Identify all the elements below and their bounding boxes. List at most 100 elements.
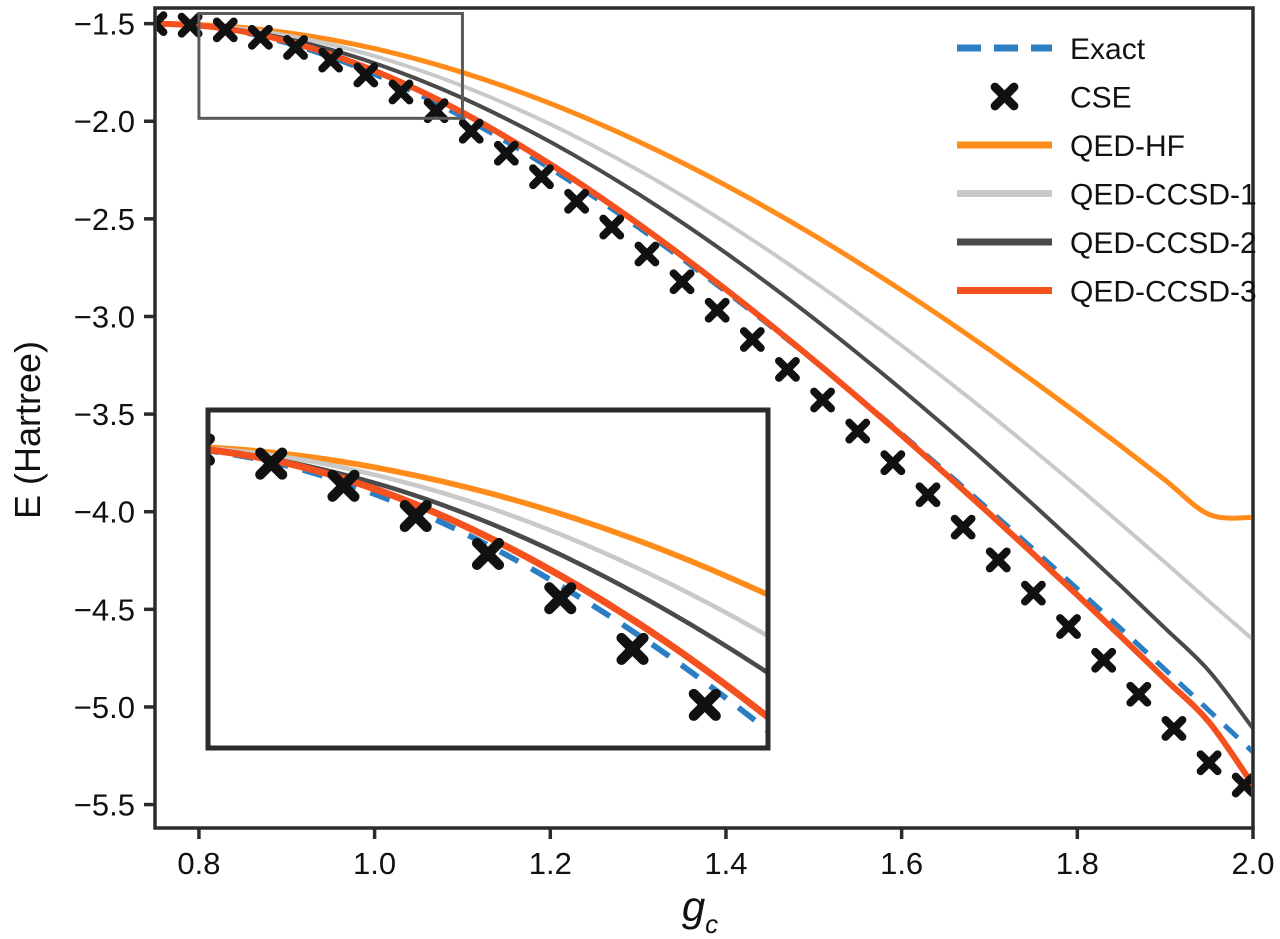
x-tick-label: 1.0 (353, 846, 396, 881)
x-axis-title: gc (682, 883, 718, 939)
inset-series-qed-ccsd-3 (210, 446, 766, 720)
inset-series-qed-ccsd-1 (210, 446, 766, 638)
y-tick-label: −1.5 (74, 7, 135, 42)
x-tick-label: 2.0 (1231, 846, 1274, 881)
cse-data-point (704, 297, 730, 323)
x-tick-label: 1.6 (880, 846, 923, 881)
cse-data-point (327, 469, 360, 502)
y-tick-label: −4.5 (74, 592, 135, 627)
series-line-qed-ccsd-1 (210, 446, 766, 638)
inset-axes (205, 407, 771, 751)
cse-data-point (688, 688, 721, 721)
zoom-indicator-rect (197, 11, 464, 120)
y-tick-label: −3.0 (74, 299, 135, 334)
chart-legend[interactable]: Exact CSE QED-HF QED-CCSD-1 QED-CCSD-2 QED-CC… (957, 33, 1257, 309)
cse-data-point (1196, 750, 1222, 776)
cse-marker-group (156, 11, 1252, 798)
cse-data-point (775, 356, 800, 382)
y-tick-label: −2.0 (74, 104, 135, 139)
cse-data-point (255, 447, 288, 480)
inset-series-qed-ccsd-2 (210, 447, 766, 675)
svg-text:gc: gc (682, 883, 718, 939)
series-cse (156, 11, 1252, 798)
series-line-qed-ccsd-3 (210, 446, 766, 720)
x-tick-label: 0.8 (177, 846, 220, 881)
inset-indicator-rect (197, 11, 464, 120)
legend-label: QED-CCSD-1 (1070, 179, 1257, 212)
x-axis-title-subscript: c (705, 909, 718, 939)
cse-data-point (1020, 580, 1046, 606)
inset-series-cse (210, 433, 721, 721)
x-tick-label: 1.4 (704, 846, 747, 881)
cse-data-point (471, 537, 505, 571)
cse-data-point (1161, 716, 1187, 741)
cse-data-point (564, 188, 590, 214)
series-line-qed-hf (156, 21, 1252, 521)
y-tick-label: −2.5 (74, 202, 135, 237)
cse-data-point (669, 269, 695, 295)
series-qed-hf (156, 21, 1252, 521)
cse-data-point (156, 11, 168, 28)
series-line-qed-ccsd-1 (156, 21, 1252, 641)
cse-data-point (1231, 772, 1252, 798)
cse-data-point (177, 12, 203, 38)
legend-label: Exact (1070, 33, 1146, 66)
cse-data-point (880, 450, 906, 476)
legend-label: QED-CCSD-2 (1070, 227, 1257, 260)
series-line-exact (156, 21, 1252, 754)
cse-data-point (388, 79, 414, 105)
cse-data-point (423, 98, 449, 124)
cse-data-point (283, 35, 308, 60)
cse-data-point (212, 17, 238, 43)
cse-data-point (634, 241, 660, 267)
x-axis-title-base: g (682, 883, 705, 930)
cse-data-point (1056, 614, 1081, 639)
legend-label: CSE (1070, 82, 1132, 115)
cse-data-point (529, 164, 554, 190)
cse-data-point (950, 514, 976, 540)
cse-data-point (318, 47, 344, 73)
cse-data-point (544, 582, 577, 615)
cse-data-point (985, 547, 1011, 573)
cse-data-point (458, 118, 484, 144)
legend-label: QED-CCSD-3 (1070, 276, 1257, 309)
cse-data-point (399, 500, 432, 533)
series-line-qed-hf (210, 444, 766, 597)
series-line-qed-ccsd-2 (210, 447, 766, 675)
cse-data-point (353, 62, 379, 88)
cse-data-point (1126, 681, 1152, 707)
cse-data-point (493, 140, 519, 166)
legend-item-qed-ccsd-1[interactable]: QED-CCSD-1 (957, 179, 1257, 212)
cse-data-point (810, 387, 835, 413)
cse-data-point (739, 327, 765, 352)
x-axis-ticks: 0.8 1.0 1.2 1.4 1.6 1.8 2.0 (177, 828, 1275, 881)
legend-item-qed-hf[interactable]: QED-HF (957, 130, 1185, 163)
y-tick-label: −5.5 (74, 788, 135, 823)
legend-marker-cse (990, 82, 1019, 111)
legend-item-qed-ccsd-2[interactable]: QED-CCSD-2 (957, 227, 1257, 260)
y-tick-label: −3.5 (74, 397, 135, 432)
cse-data-point (1091, 647, 1117, 673)
x-tick-label: 1.8 (1056, 846, 1099, 881)
series-exact (156, 21, 1252, 754)
cse-marker-group (210, 433, 721, 721)
legend-item-qed-ccsd-3[interactable]: QED-CCSD-3 (957, 276, 1257, 309)
cse-data-point (599, 214, 625, 240)
y-tick-label: −5.0 (74, 690, 135, 725)
inset-series-qed-hf (210, 444, 766, 597)
cse-data-point (156, 19, 168, 37)
cse-data-point (915, 482, 941, 508)
y-tick-label: −4.0 (74, 495, 135, 530)
cse-data-point (247, 24, 273, 50)
y-axis-ticks: −1.5 −2.0 −2.5 −3.0 −3.5 −4.0 −4.5 −5.0 −5.5 (74, 7, 155, 823)
legend-item-cse[interactable]: CSE (990, 82, 1132, 115)
series-layer (156, 11, 1252, 798)
y-axis-title: E (Hartree) (7, 341, 48, 519)
x-tick-label: 1.2 (529, 846, 572, 881)
legend-item-exact[interactable]: Exact (957, 33, 1146, 66)
legend-label: QED-HF (1070, 130, 1185, 163)
cse-data-point (845, 418, 871, 444)
series-qed-ccsd-1 (156, 21, 1252, 641)
